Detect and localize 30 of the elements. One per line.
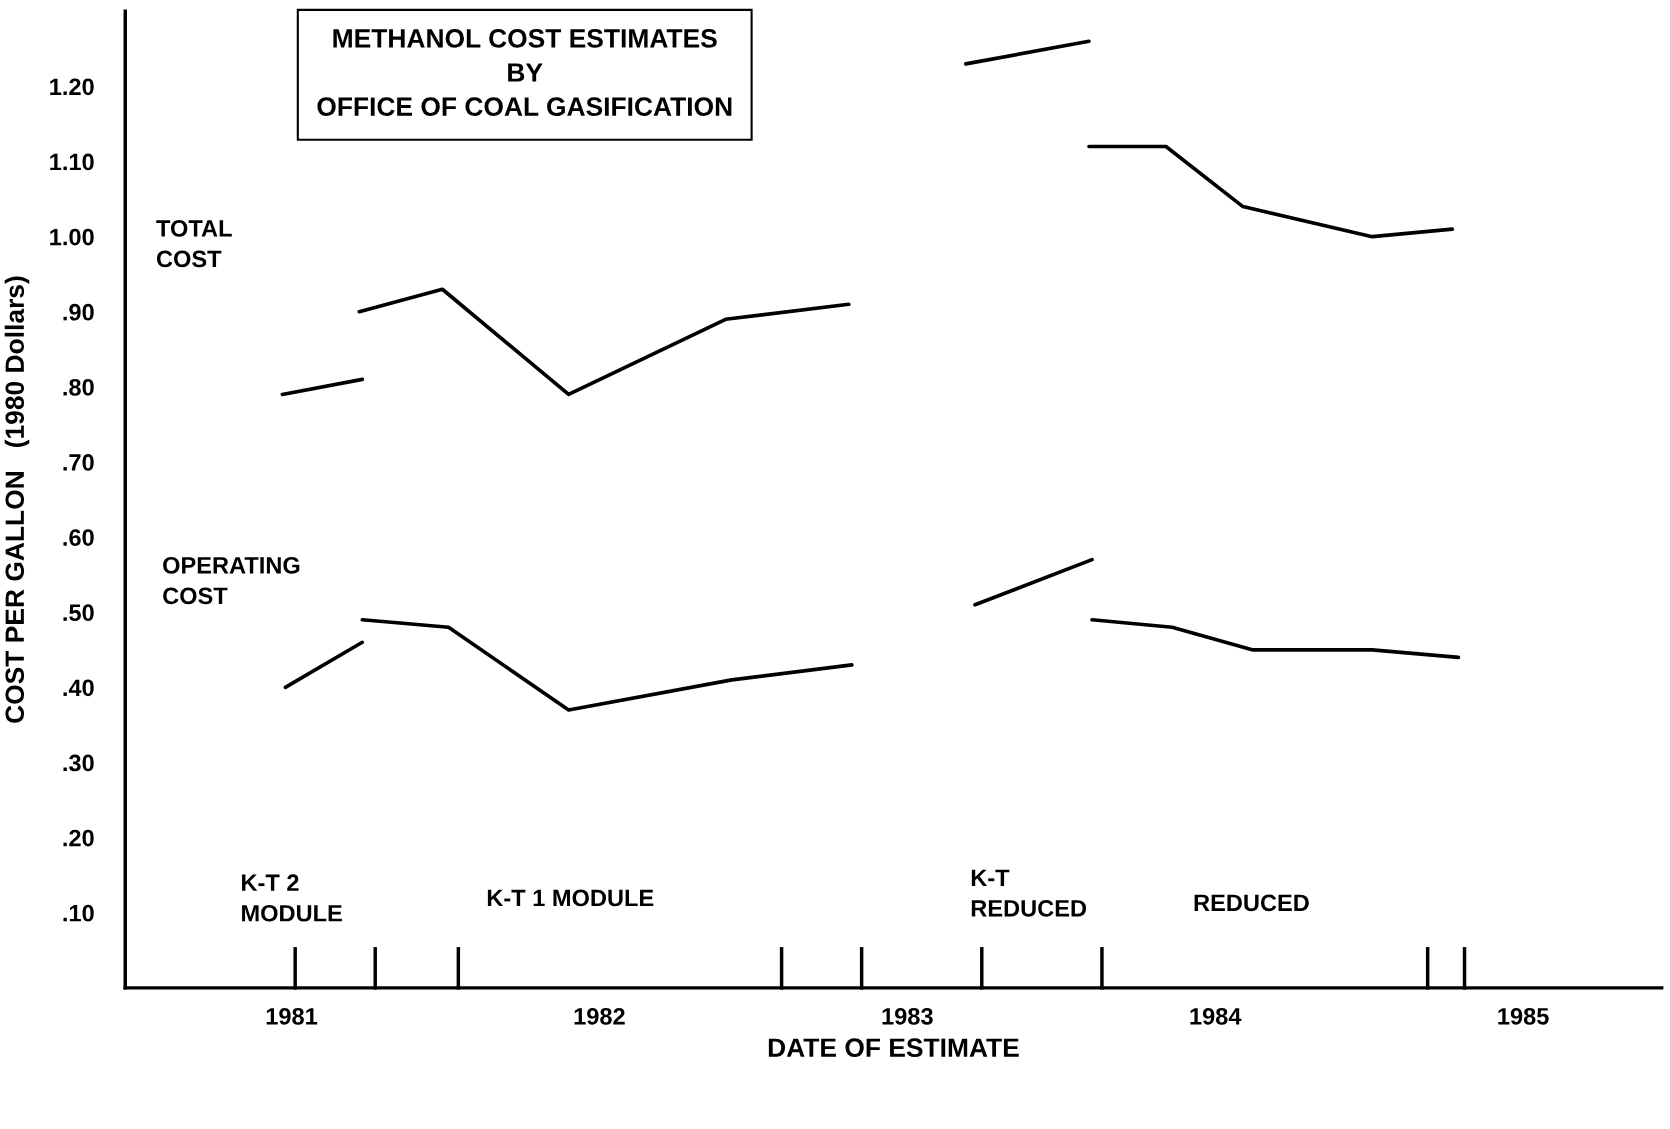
annotation: K-T 1 MODULE: [487, 889, 654, 907]
y-axis-title: COST PER GALLON (1980 Dollars): [4, 276, 30, 723]
y-tick-label: .70: [63, 454, 94, 471]
y-tick-label: .30: [63, 754, 94, 772]
annotation: K-T REDUCED: [971, 869, 1087, 917]
line-series: [1087, 144, 1455, 239]
y-tick-label: .10: [63, 904, 94, 922]
y-tick-label: .50: [63, 604, 94, 622]
x-tick-label: 1984: [1190, 1007, 1242, 1025]
line-series: [357, 287, 851, 397]
y-tick-label: .60: [63, 529, 94, 546]
x-tick-label: 1981: [266, 1007, 318, 1025]
y-tick-label: 1.10: [50, 153, 94, 171]
x-tick-label: 1983: [882, 1007, 933, 1025]
x-tick-label: 1985: [1498, 1007, 1549, 1025]
annotation: OPERATING COST: [163, 556, 300, 605]
line-series: [1090, 617, 1461, 660]
y-tick-label: 1.00: [50, 228, 94, 246]
annotation: REDUCED: [1194, 894, 1309, 912]
annotation: K-T 2 MODULE: [242, 874, 342, 922]
text: METHANOL COST ESTIMATES BY OFFICE OF COAL GASIFICATION: [317, 29, 732, 117]
annotation: TOTAL COST: [156, 220, 232, 268]
y-tick-label: .40: [63, 679, 94, 697]
y-tick-label: .90: [63, 303, 94, 321]
x-axis-title: DATE OF ESTIMATE: [768, 1038, 1019, 1058]
x-tick-label: 1982: [574, 1007, 625, 1025]
y-tick-label: .80: [63, 378, 94, 396]
y-tick-label: .20: [63, 829, 94, 847]
y-tick-label: 1.20: [50, 78, 94, 96]
line-series: [360, 617, 854, 712]
